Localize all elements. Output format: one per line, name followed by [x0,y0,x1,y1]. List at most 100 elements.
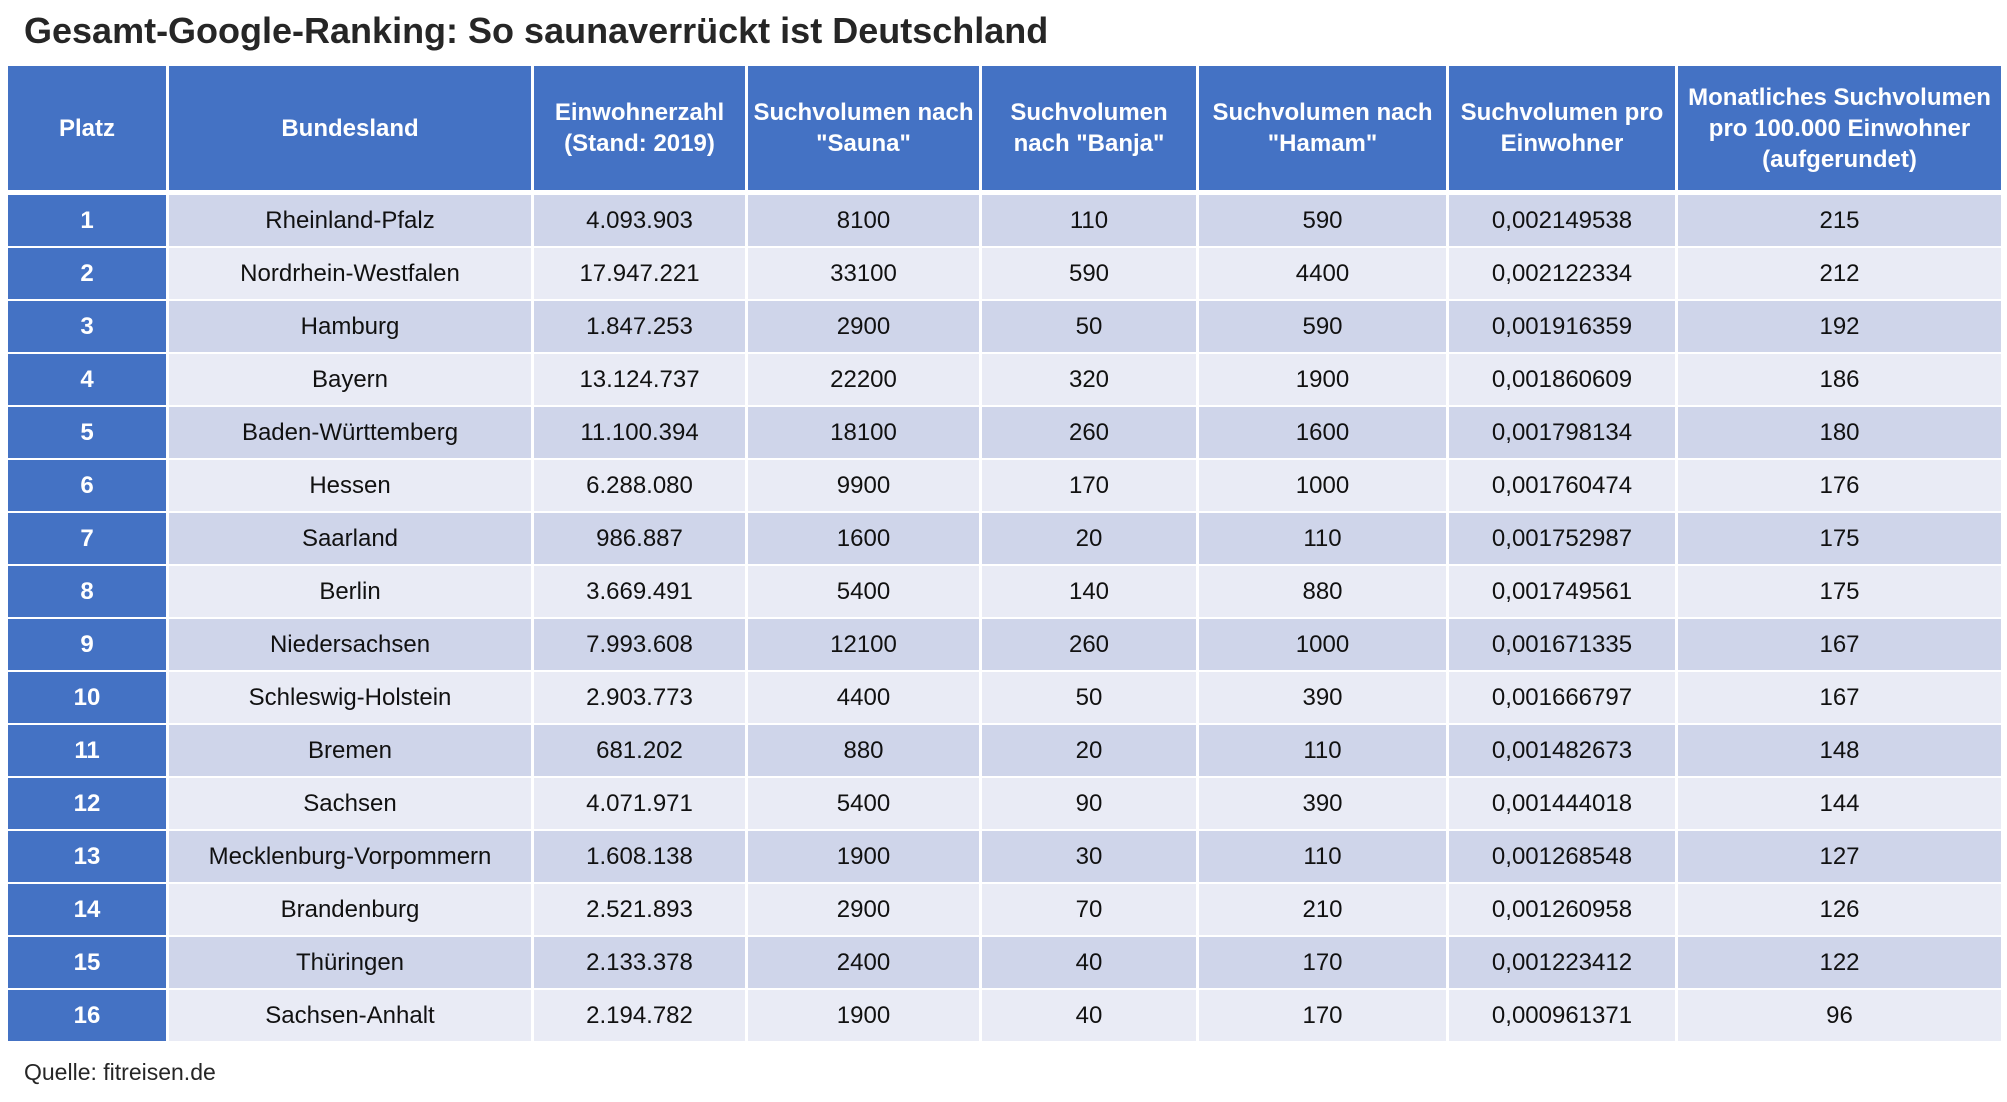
rank-cell: 10 [8,672,169,725]
volume-per-capita-cell: 0,001666797 [1449,672,1678,725]
volume-per-capita-cell: 0,001444018 [1449,778,1678,831]
header-pro-100000: Monatliches Suchvolumen pro 100.000 Einw… [1678,66,2001,195]
state-cell: Rheinland-Pfalz [169,195,534,248]
state-cell: Mecklenburg-Vorpommern [169,831,534,884]
hamam-volume-cell: 110 [1199,513,1449,566]
volume-per-100k-cell: 212 [1678,248,2001,301]
population-cell: 6.288.080 [534,460,748,513]
volume-per-100k-cell: 126 [1678,884,2001,937]
banja-volume-cell: 590 [982,248,1199,301]
population-cell: 2.194.782 [534,990,748,1043]
volume-per-capita-cell: 0,001260958 [1449,884,1678,937]
volume-per-capita-cell: 0,001223412 [1449,937,1678,990]
sauna-volume-cell: 880 [748,725,982,778]
volume-per-100k-cell: 176 [1678,460,2001,513]
state-cell: Berlin [169,566,534,619]
header-banja: Suchvolumen nach "Banja" [982,66,1199,195]
table-row: 13 Mecklenburg-Vorpommern 1.608.138 1900 30 1… [8,831,2001,884]
volume-per-100k-cell: 96 [1678,990,2001,1043]
population-cell: 1.847.253 [534,301,748,354]
volume-per-capita-cell: 0,001671335 [1449,619,1678,672]
banja-volume-cell: 260 [982,407,1199,460]
state-cell: Bayern [169,354,534,407]
volume-per-capita-cell: 0,001749561 [1449,566,1678,619]
rank-cell: 15 [8,937,169,990]
volume-per-capita-cell: 0,001916359 [1449,301,1678,354]
rank-cell: 13 [8,831,169,884]
population-cell: 13.124.737 [534,354,748,407]
header-platz: Platz [8,66,169,195]
sauna-volume-cell: 2400 [748,937,982,990]
table-body: 1 Rheinland-Pfalz 4.093.903 8100 110 590 0,002… [8,195,2001,1043]
rank-cell: 5 [8,407,169,460]
table-row: 5 Baden-Württemberg 11.100.394 18100 260 1600… [8,407,2001,460]
volume-per-100k-cell: 144 [1678,778,2001,831]
banja-volume-cell: 260 [982,619,1199,672]
sauna-volume-cell: 2900 [748,884,982,937]
table-row: 7 Saarland 986.887 1600 20 110 0,001752987 175 [8,513,2001,566]
hamam-volume-cell: 170 [1199,937,1449,990]
table-header-row: Platz Bundesland Einwohnerzahl (Stand: 201… [8,66,2001,195]
rank-cell: 7 [8,513,169,566]
table-row: 1 Rheinland-Pfalz 4.093.903 8100 110 590 0,002… [8,195,2001,248]
volume-per-capita-cell: 0,001268548 [1449,831,1678,884]
population-cell: 2.133.378 [534,937,748,990]
state-cell: Schleswig-Holstein [169,672,534,725]
state-cell: Sachsen [169,778,534,831]
volume-per-100k-cell: 148 [1678,725,2001,778]
volume-per-100k-cell: 127 [1678,831,2001,884]
hamam-volume-cell: 1900 [1199,354,1449,407]
ranking-table: Platz Bundesland Einwohnerzahl (Stand: 201… [8,66,2001,1043]
population-cell: 7.993.608 [534,619,748,672]
volume-per-capita-cell: 0,001760474 [1449,460,1678,513]
volume-per-capita-cell: 0,001798134 [1449,407,1678,460]
banja-volume-cell: 30 [982,831,1199,884]
population-cell: 681.202 [534,725,748,778]
sauna-volume-cell: 33100 [748,248,982,301]
state-cell: Hamburg [169,301,534,354]
volume-per-capita-cell: 0,001752987 [1449,513,1678,566]
volume-per-100k-cell: 167 [1678,672,2001,725]
sauna-volume-cell: 12100 [748,619,982,672]
population-cell: 986.887 [534,513,748,566]
table-row: 6 Hessen 6.288.080 9900 170 1000 0,001760474 17… [8,460,2001,513]
hamam-volume-cell: 210 [1199,884,1449,937]
table-row: 15 Thüringen 2.133.378 2400 40 170 0,001223412… [8,937,2001,990]
hamam-volume-cell: 4400 [1199,248,1449,301]
banja-volume-cell: 140 [982,566,1199,619]
rank-cell: 8 [8,566,169,619]
header-hamam: Suchvolumen nach "Hamam" [1199,66,1449,195]
state-cell: Baden-Württemberg [169,407,534,460]
banja-volume-cell: 170 [982,460,1199,513]
table-row: 8 Berlin 3.669.491 5400 140 880 0,001749561 175 [8,566,2001,619]
banja-volume-cell: 50 [982,672,1199,725]
hamam-volume-cell: 880 [1199,566,1449,619]
sauna-volume-cell: 18100 [748,407,982,460]
hamam-volume-cell: 110 [1199,831,1449,884]
hamam-volume-cell: 590 [1199,301,1449,354]
table-row: 4 Bayern 13.124.737 22200 320 1900 0,001860609… [8,354,2001,407]
rank-cell: 4 [8,354,169,407]
rank-cell: 3 [8,301,169,354]
banja-volume-cell: 320 [982,354,1199,407]
population-cell: 11.100.394 [534,407,748,460]
volume-per-100k-cell: 175 [1678,566,2001,619]
volume-per-100k-cell: 186 [1678,354,2001,407]
table-row: 9 Niedersachsen 7.993.608 12100 260 1000 0,001… [8,619,2001,672]
state-cell: Thüringen [169,937,534,990]
hamam-volume-cell: 390 [1199,672,1449,725]
hamam-volume-cell: 1000 [1199,460,1449,513]
population-cell: 1.608.138 [534,831,748,884]
table-row: 3 Hamburg 1.847.253 2900 50 590 0,001916359 192 [8,301,2001,354]
rank-cell: 16 [8,990,169,1043]
population-cell: 4.071.971 [534,778,748,831]
sauna-volume-cell: 5400 [748,778,982,831]
sauna-volume-cell: 1600 [748,513,982,566]
hamam-volume-cell: 110 [1199,725,1449,778]
sauna-volume-cell: 22200 [748,354,982,407]
header-pro-einwohner: Suchvolumen pro Einwohner [1449,66,1678,195]
volume-per-100k-cell: 180 [1678,407,2001,460]
volume-per-100k-cell: 192 [1678,301,2001,354]
rank-cell: 9 [8,619,169,672]
table-row: 11 Bremen 681.202 880 20 110 0,001482673 148 [8,725,2001,778]
